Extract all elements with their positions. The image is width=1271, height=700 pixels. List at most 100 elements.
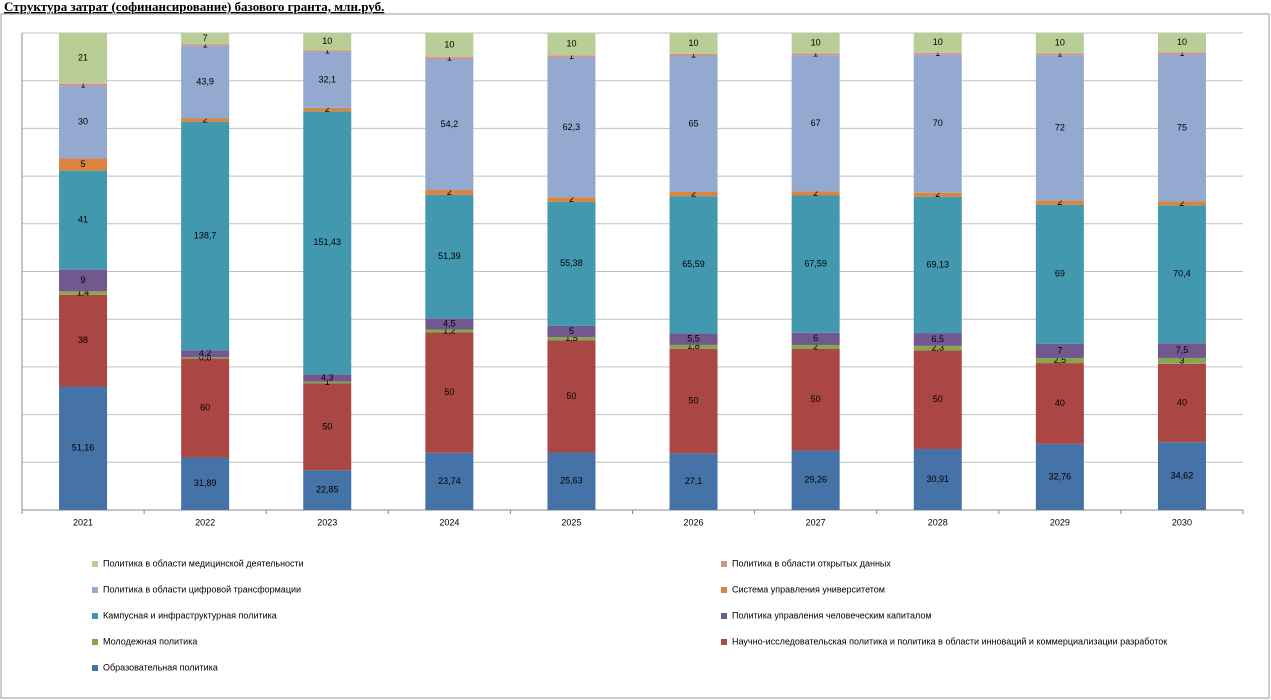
- data-label: 30: [78, 117, 88, 127]
- data-label: 2: [813, 188, 818, 198]
- data-label: 1: [325, 46, 330, 56]
- data-label: 23,74: [438, 476, 461, 486]
- bar-segment: [913, 196, 962, 334]
- data-label: 4,3: [321, 372, 334, 382]
- bar-segment: [425, 190, 474, 195]
- bar-segment: [1157, 343, 1206, 358]
- bar-segment: [1035, 55, 1084, 201]
- bar-segment: [913, 192, 962, 197]
- legend-swatch: [92, 665, 98, 671]
- data-label: 21: [78, 53, 88, 63]
- bar-segment: [425, 33, 474, 58]
- bar-segment: [1157, 52, 1206, 55]
- bar-segment: [547, 337, 596, 341]
- data-label: 7: [1057, 345, 1062, 355]
- data-label: 1: [1179, 48, 1184, 58]
- bar-segment: [181, 46, 230, 119]
- data-label: 6,5: [931, 334, 944, 344]
- legend-swatch: [92, 561, 98, 567]
- legend-swatch: [92, 587, 98, 593]
- data-label: 72: [1055, 122, 1065, 132]
- data-label: 2,5: [1054, 355, 1067, 365]
- legend-label: Молодежная политика: [103, 636, 197, 646]
- bar-segment: [181, 44, 230, 47]
- bar-segment: [791, 195, 840, 333]
- bar-segment: [791, 33, 840, 54]
- bar-segment: [669, 33, 718, 54]
- data-label: 67,59: [804, 259, 827, 269]
- bar-segment: [303, 50, 352, 53]
- bar-segment: [791, 191, 840, 196]
- x-tick-label: 2021: [73, 517, 93, 527]
- bar-segment: [547, 197, 596, 202]
- data-label: 10: [322, 36, 332, 46]
- data-label: 4,5: [443, 318, 456, 328]
- bar-segment: [303, 111, 352, 375]
- bar-segment: [1157, 201, 1206, 206]
- data-label: 54,2: [441, 119, 459, 129]
- data-label: 2: [1179, 198, 1184, 208]
- bar-segment: [547, 325, 596, 338]
- bar-segment: [425, 59, 474, 191]
- data-label: 1: [813, 49, 818, 59]
- data-label: 32,76: [1049, 471, 1072, 481]
- data-label: 1: [447, 53, 452, 63]
- bar-segment: [1157, 33, 1206, 53]
- data-label: 30,91: [926, 474, 949, 484]
- legend-swatch: [721, 613, 727, 619]
- bar-segment: [547, 340, 596, 453]
- bar-segment: [791, 344, 840, 350]
- data-label: 50: [811, 394, 821, 404]
- data-label: 65,59: [682, 259, 705, 269]
- legend-swatch: [721, 639, 727, 645]
- data-label: 5,5: [687, 334, 700, 344]
- bar-segment: [791, 53, 840, 56]
- bar-segment: [59, 294, 108, 387]
- data-label: 5: [81, 159, 86, 169]
- data-label: 1: [691, 49, 696, 59]
- data-label: 2: [1057, 197, 1062, 207]
- data-label: 10: [689, 38, 699, 48]
- data-label: 55,38: [560, 258, 583, 268]
- bar-segment: [181, 357, 230, 359]
- data-label: 5: [569, 326, 574, 336]
- bar-segment: [547, 201, 596, 326]
- bar-segment: [303, 107, 352, 112]
- legend-label: Политика управления человеческим капитал…: [732, 610, 932, 620]
- data-label: 2: [691, 188, 696, 198]
- bar-segment: [59, 291, 108, 295]
- data-label: 1: [203, 40, 208, 50]
- data-label: 50: [444, 387, 454, 397]
- data-label: 29,26: [804, 475, 827, 485]
- bar-segment: [59, 158, 108, 171]
- data-label: 69: [1055, 269, 1065, 279]
- data-label: 151,43: [313, 237, 341, 247]
- bar-segment: [547, 452, 596, 510]
- bar-segment: [425, 452, 474, 510]
- bar-segment: [1035, 358, 1084, 364]
- data-label: 3: [1179, 355, 1184, 365]
- data-label: 31,89: [194, 478, 217, 488]
- bar-segment: [669, 56, 718, 193]
- bar-segment: [1035, 204, 1084, 344]
- bar-segment: [425, 329, 474, 333]
- bar-segment: [547, 55, 596, 58]
- bar-segment: [1035, 443, 1084, 510]
- data-label: 69,13: [926, 259, 949, 269]
- bar-segment: [59, 386, 108, 510]
- bar-segment: [669, 344, 718, 349]
- bar-segment: [1035, 200, 1084, 205]
- bar-segment: [669, 333, 718, 345]
- bar-segment: [669, 348, 718, 454]
- data-label: 70,4: [1173, 269, 1191, 279]
- legend-label: Образовательная политика: [103, 662, 218, 672]
- data-label: 62,3: [563, 122, 581, 132]
- bar-segment: [913, 345, 962, 351]
- bar-segment: [181, 118, 230, 122]
- data-label: 50: [322, 421, 332, 431]
- data-label: 10: [933, 37, 943, 47]
- x-tick-label: 2028: [928, 517, 948, 527]
- bar-segment: [59, 83, 108, 87]
- data-label: 1: [325, 377, 330, 387]
- x-tick-label: 2022: [195, 517, 215, 527]
